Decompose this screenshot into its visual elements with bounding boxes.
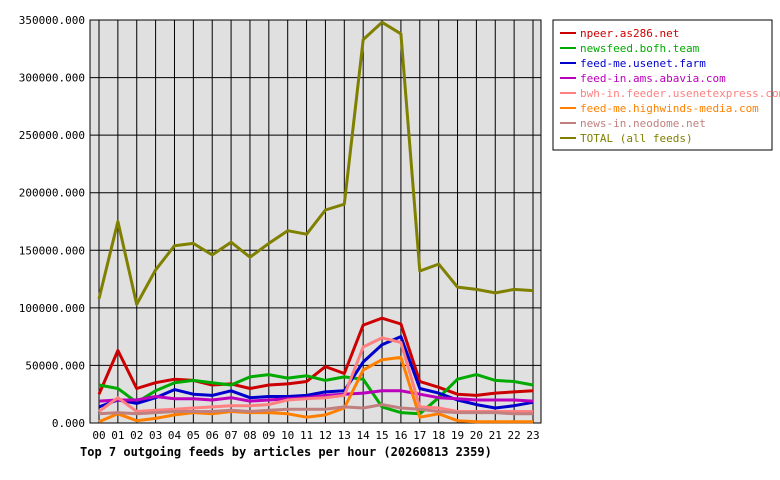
x-tick-label: 11: [300, 429, 313, 442]
legend: npeer.as286.net newsfeed.bofh.team feed-me…: [552, 19, 780, 151]
legend-label: feed-me.highwinds-media.com: [580, 102, 759, 115]
x-tick-label: 00: [92, 429, 105, 442]
x-tick-label: 15: [375, 429, 388, 442]
y-tick-label: 50000.000: [25, 359, 85, 372]
legend-label: npeer.as286.net: [580, 27, 679, 40]
series-line: [97, 20, 534, 306]
legend-label: feed-in.ams.abavia.com: [580, 72, 726, 85]
legend-label: bwh-in.feeder.usenetexpress.com: [580, 87, 780, 100]
legend-label: feed-me.usenet.farm: [580, 57, 706, 70]
series-line: [98, 373, 534, 416]
x-tick-label: 02: [130, 429, 143, 442]
x-axis-ticks: 00 01 02 03 04 05 06 07 08 09 10 11 12 13 14 15 16 17 18 19…: [92, 429, 539, 442]
series-line: [98, 355, 533, 424]
x-tick-label: 12: [319, 429, 332, 442]
x-tick-label: 23: [526, 429, 539, 442]
x-tick-label: 07: [224, 429, 237, 442]
x-tick-label: 04: [168, 429, 182, 442]
y-tick-label: 300000.000: [19, 72, 85, 85]
x-tick-label: 08: [243, 429, 256, 442]
x-tick-label: 22: [508, 429, 521, 442]
legend-label: news-in.neodome.net: [580, 117, 706, 130]
x-tick-label: 20: [470, 429, 483, 442]
x-tick-label: 21: [489, 429, 502, 442]
y-tick-label: 100000.000: [19, 302, 85, 315]
legend-items: npeer.as286.net newsfeed.bofh.team feed-me…: [560, 27, 780, 145]
x-tick-label: 18: [432, 429, 445, 442]
series-lines: [97, 20, 534, 424]
x-tick-label: 10: [281, 429, 294, 442]
y-tick-label: 200000.000: [19, 187, 85, 200]
x-tick-label: 06: [206, 429, 219, 442]
series-line: [97, 316, 534, 397]
legend-label: newsfeed.bofh.team: [580, 42, 700, 55]
legend-box: [552, 19, 773, 151]
x-tick-label: 16: [394, 429, 407, 442]
y-tick-label: 0.000: [52, 417, 85, 430]
x-tick-label: 19: [451, 429, 464, 442]
y-tick-label: 350000.000: [19, 14, 85, 27]
x-tick-label: 17: [413, 429, 426, 442]
series-line: [98, 389, 534, 403]
x-tick-label: 05: [187, 429, 200, 442]
y-tick-label: 150000.000: [19, 244, 85, 257]
x-tick-label: 13: [338, 429, 351, 442]
y-tick-label: 250000.000: [19, 129, 85, 142]
chart-title: Top 7 outgoing feeds by articles per hou…: [80, 445, 492, 459]
legend-label: TOTAL (all feeds): [580, 132, 693, 145]
series-line: [98, 335, 534, 410]
x-tick-label: 03: [149, 429, 162, 442]
x-tick-label: 14: [357, 429, 371, 442]
series-line: [98, 403, 533, 416]
x-tick-label: 09: [262, 429, 275, 442]
x-tick-label: 01: [111, 429, 124, 442]
y-axis-ticks: 0.000 50000.000 100000.000 150000.000 200000…: [19, 14, 85, 430]
